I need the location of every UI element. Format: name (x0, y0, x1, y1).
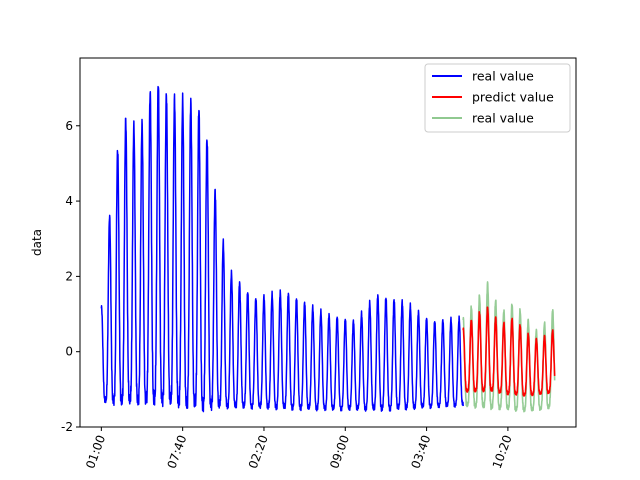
legend-box (424, 63, 571, 133)
y-axis-label: data (30, 229, 44, 256)
y-tick-label-4: 6 (65, 119, 73, 133)
x-axis: 01:00 07:40 02:20 09:00 03:40 10:20 (83, 427, 515, 471)
y-tick-label-1: 0 (65, 345, 73, 359)
y-tick-label-3: 4 (65, 194, 73, 208)
series-line-0 (100, 85, 464, 413)
x-tick-label-3: 09:00 (327, 433, 352, 470)
series-layer (100, 85, 556, 413)
x-tick-label-5: 10:20 (490, 433, 515, 470)
x-tick-label-4: 03:40 (408, 433, 433, 470)
y-tick-label-2: 2 (65, 269, 73, 283)
legend-label-predict-value: predict value (472, 90, 554, 105)
plot-frame (79, 57, 577, 428)
x-tick-label-2: 02:20 (246, 433, 271, 470)
y-axis: -2 0 2 4 6 (61, 119, 80, 434)
x-tick-label-1: 07:40 (164, 433, 189, 470)
x-tick-label-0: 01:00 (83, 433, 108, 470)
series-line-2 (462, 306, 556, 397)
y-tick-label-0: -2 (61, 420, 73, 434)
legend-label-real-value-test: real value (472, 111, 534, 126)
legend-label-real-value: real value (472, 69, 534, 84)
legend: real value predict value real value (424, 63, 571, 133)
